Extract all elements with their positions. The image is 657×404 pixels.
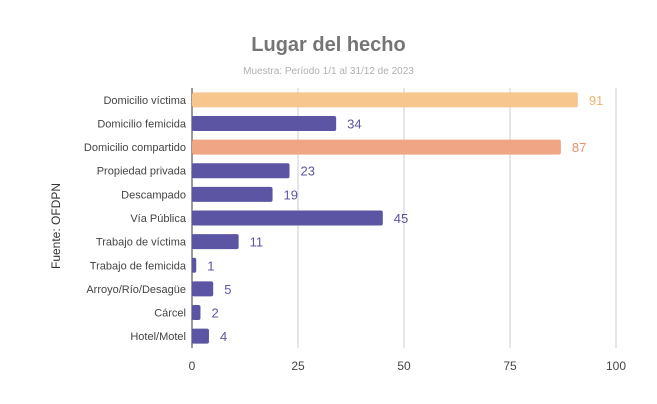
chart-title: Lugar del hecho bbox=[251, 34, 406, 56]
bar bbox=[192, 210, 383, 226]
data-label: 23 bbox=[301, 164, 315, 179]
data-label: 11 bbox=[250, 235, 264, 250]
bar bbox=[192, 234, 239, 250]
category-label: Propiedad privada bbox=[97, 166, 187, 178]
bar bbox=[192, 257, 197, 273]
x-tick-label: 25 bbox=[291, 359, 305, 373]
bar bbox=[192, 92, 578, 108]
bar bbox=[192, 281, 214, 297]
data-label: 91 bbox=[589, 93, 603, 108]
bar bbox=[192, 163, 290, 179]
x-tick-label: 0 bbox=[189, 359, 196, 373]
data-label: 19 bbox=[284, 187, 298, 202]
bar bbox=[192, 186, 273, 202]
data-label: 87 bbox=[572, 140, 586, 155]
category-label: Trabajo de femicida bbox=[90, 260, 187, 272]
category-label: Domicilio víctima bbox=[103, 95, 186, 107]
bar bbox=[192, 139, 561, 155]
x-tick-label: 100 bbox=[606, 359, 626, 373]
data-label: 5 bbox=[224, 282, 231, 297]
category-label: Domicilio compartido bbox=[84, 142, 186, 154]
y-axis-title: Fuente: OFDPN bbox=[49, 183, 63, 269]
data-label: 34 bbox=[347, 116, 361, 131]
bar bbox=[192, 305, 201, 321]
x-tick-label: 75 bbox=[503, 359, 517, 373]
bar bbox=[192, 115, 337, 131]
category-label: Descampado bbox=[121, 189, 186, 201]
x-tick-label: 50 bbox=[397, 359, 411, 373]
data-label: 4 bbox=[220, 329, 227, 344]
category-label: Vía Pública bbox=[130, 213, 187, 225]
category-label: Cárcel bbox=[154, 308, 186, 320]
bar bbox=[192, 328, 209, 344]
category-label: Hotel/Motel bbox=[130, 331, 186, 343]
chart-subtitle: Muestra: Período 1/1 al 31/12 de 2023 bbox=[243, 66, 414, 77]
data-label: 2 bbox=[211, 306, 218, 321]
data-label: 1 bbox=[207, 258, 214, 273]
category-label: Trabajo de víctima bbox=[96, 237, 187, 249]
category-label: Arroyo/Río/Desagüe bbox=[86, 284, 186, 296]
data-label: 45 bbox=[394, 211, 408, 226]
category-label: Domicilio femicida bbox=[97, 118, 187, 130]
